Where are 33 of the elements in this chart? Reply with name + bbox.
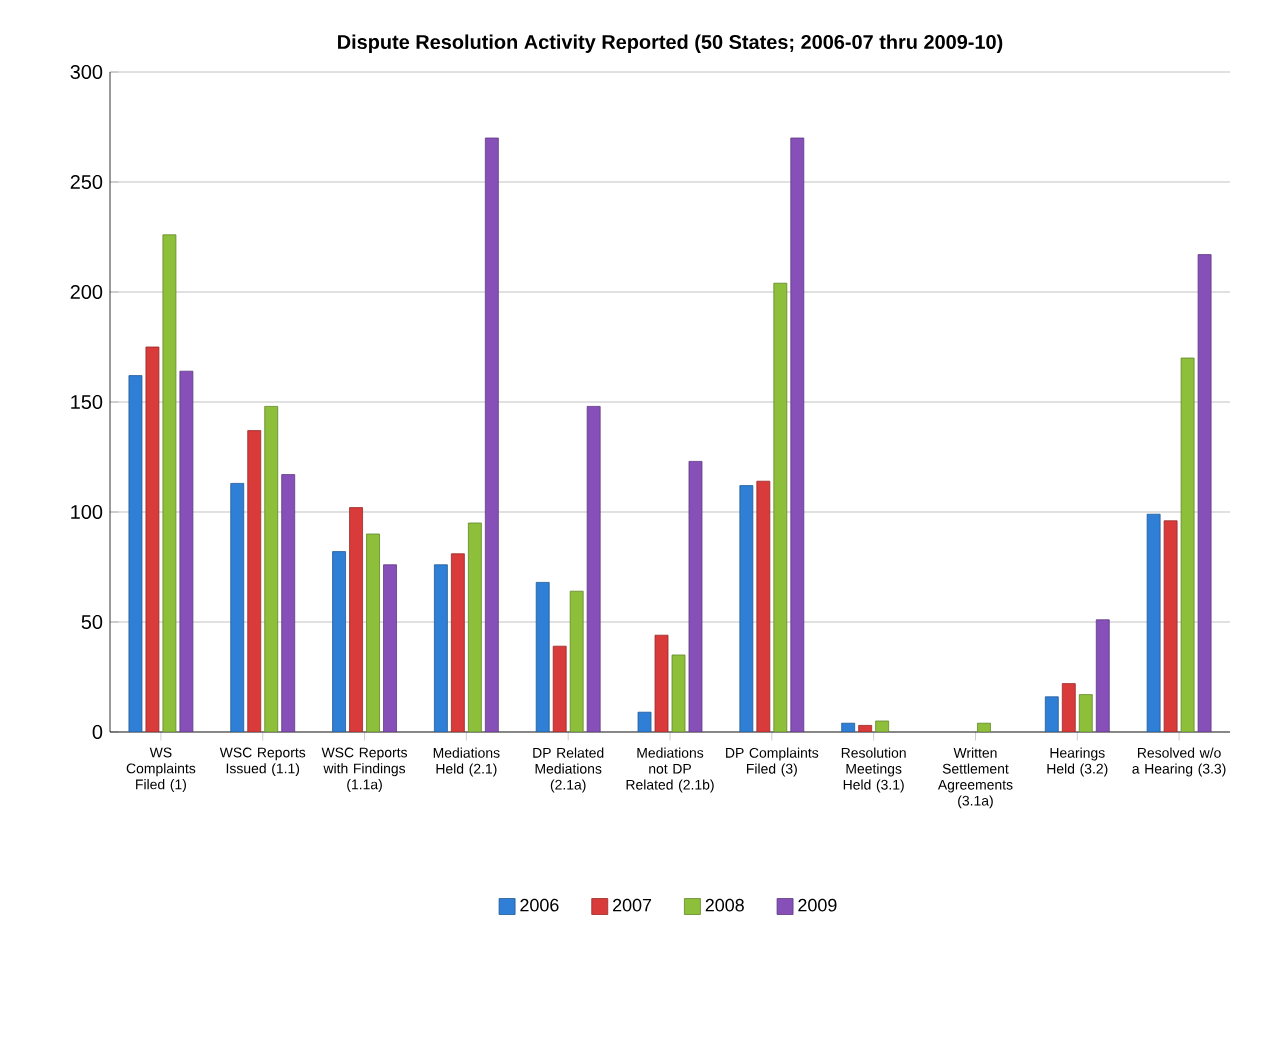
bar bbox=[349, 507, 363, 732]
bar bbox=[247, 430, 262, 732]
y-tick-label: 250 bbox=[70, 174, 103, 190]
bar bbox=[535, 582, 550, 732]
y-tick-label: 300 bbox=[70, 64, 103, 80]
bar bbox=[383, 564, 397, 732]
y-tick-label: 0 bbox=[92, 724, 103, 740]
bar bbox=[230, 483, 245, 732]
legend-label: 2009 bbox=[798, 898, 837, 912]
bar bbox=[569, 590, 584, 732]
bar bbox=[450, 553, 465, 732]
bar bbox=[433, 564, 448, 732]
legend-label: 2008 bbox=[705, 898, 744, 912]
bar bbox=[281, 474, 296, 732]
bar bbox=[484, 137, 499, 732]
bar bbox=[773, 282, 788, 732]
y-tick-label: 100 bbox=[71, 504, 103, 520]
bar bbox=[756, 480, 771, 732]
legend-label: 2006 bbox=[520, 898, 559, 912]
chart-title: Dispute Resolution Activity Reported (50 States; 2006-07 thru 2009-10) bbox=[338, 34, 1003, 53]
bar bbox=[586, 406, 601, 732]
bar bbox=[790, 137, 805, 732]
y-tick-label: 50 bbox=[81, 614, 103, 630]
bar bbox=[332, 551, 346, 732]
bar bbox=[1095, 619, 1110, 732]
y-tick-label: 200 bbox=[70, 284, 103, 300]
bar bbox=[467, 522, 482, 732]
bar bbox=[552, 645, 567, 732]
legend-label: 2007 bbox=[613, 898, 652, 912]
bar bbox=[264, 406, 279, 732]
bar bbox=[1061, 683, 1076, 732]
y-tick-label: 150 bbox=[71, 394, 103, 410]
bar bbox=[366, 533, 380, 732]
